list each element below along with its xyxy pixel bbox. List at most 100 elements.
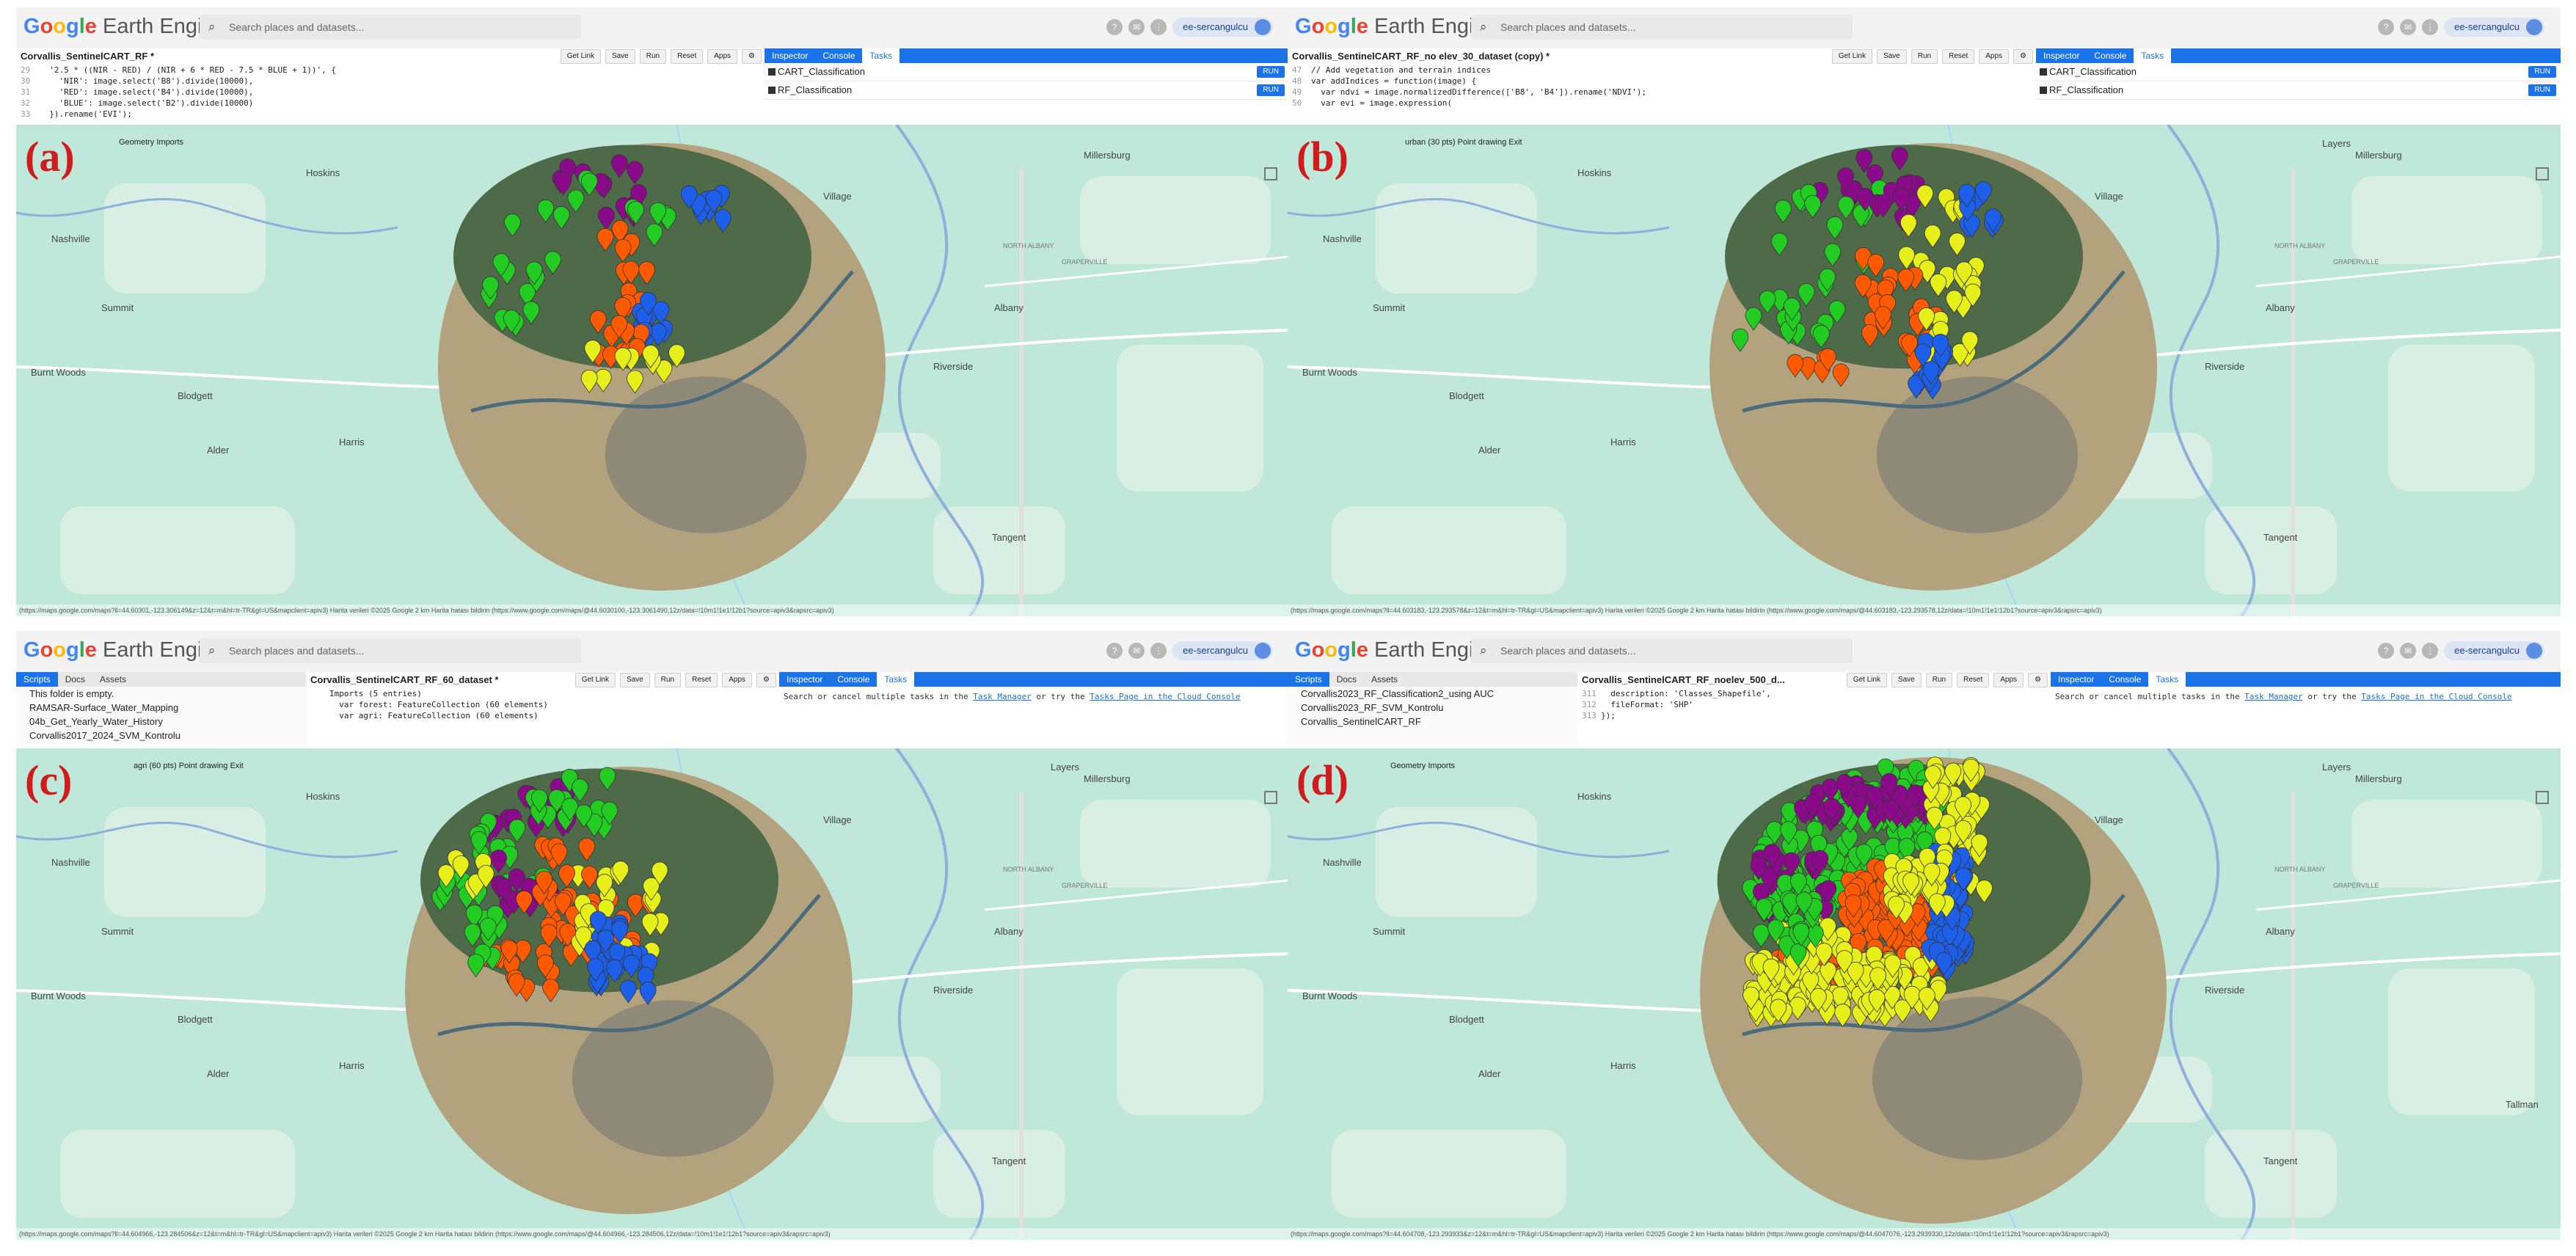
- tab-assets[interactable]: Assets: [100, 674, 127, 684]
- save-button[interactable]: Save: [1876, 49, 1907, 64]
- script-file-item[interactable]: 04b_Get_Yearly_Water_History: [29, 716, 163, 727]
- code-line[interactable]: 313});: [1577, 710, 2051, 721]
- apps-button[interactable]: Apps: [1993, 673, 2024, 687]
- help-icon[interactable]: ?: [1106, 19, 1123, 35]
- settings-gear-icon[interactable]: ⚙: [2013, 49, 2033, 64]
- feedback-icon[interactable]: ✉: [1128, 19, 1145, 35]
- tab-docs[interactable]: Docs: [65, 674, 86, 684]
- script-file-item[interactable]: Corvallis2017_2024_SVM_Kontrolu: [29, 730, 180, 741]
- map-attribution[interactable]: (https://maps.google.com/maps?ll=44.6047…: [1288, 1228, 2561, 1240]
- drawing-tools[interactable]: Geometry Imports: [119, 138, 184, 147]
- drawing-tools[interactable]: agri (60 pts) Point drawing Exit: [134, 762, 244, 770]
- user-account-button[interactable]: ee-sercangulcu: [1172, 641, 1273, 660]
- apps-button[interactable]: Apps: [707, 49, 738, 64]
- get-link-button[interactable]: Get Link: [1846, 673, 1887, 687]
- apps-grid-icon[interactable]: ⋮: [2422, 643, 2439, 659]
- help-icon[interactable]: ?: [2378, 19, 2395, 35]
- task-manager-link[interactable]: Task Manager: [973, 692, 1032, 701]
- get-link-button[interactable]: Get Link: [574, 673, 616, 687]
- map-view[interactable]: Hoskins Nashville Summit Burnt Woods Blodget…: [16, 125, 1289, 616]
- script-file-item[interactable]: Corvallis2023_RF_SVM_Kontrolu: [1301, 702, 1444, 713]
- task-run-button[interactable]: RUN: [2528, 66, 2556, 78]
- run-button[interactable]: Run: [654, 673, 682, 687]
- code-line[interactable]: 49 var ndvi = image.normalizedDifference…: [1288, 87, 2036, 98]
- user-account-button[interactable]: ee-sercangulcu: [2444, 18, 2544, 37]
- get-link-button[interactable]: Get Link: [560, 49, 601, 64]
- code-line[interactable]: 33 }).rename('EVI');: [16, 109, 765, 120]
- cloud-console-link[interactable]: Tasks Page in the Cloud Console: [1090, 692, 1241, 701]
- tab-tasks[interactable]: Tasks: [2134, 48, 2172, 63]
- tab-inspector[interactable]: Inspector: [772, 51, 809, 61]
- tab-tasks[interactable]: Tasks: [862, 48, 900, 63]
- earth-engine-logo[interactable]: Google Earth Engine: [1295, 638, 1497, 662]
- tab-docs[interactable]: Docs: [1336, 674, 1357, 684]
- tab-tasks[interactable]: Tasks: [2148, 672, 2186, 687]
- settings-gear-icon[interactable]: ⚙: [2028, 673, 2048, 687]
- tab-console[interactable]: Console: [2109, 674, 2142, 684]
- code-line[interactable]: var agri: FeatureCollection (60 elements…: [306, 710, 779, 721]
- settings-gear-icon[interactable]: ⚙: [756, 673, 776, 687]
- earth-engine-logo[interactable]: Google Earth Engine: [23, 638, 226, 662]
- apps-grid-icon[interactable]: ⋮: [1150, 19, 1167, 35]
- code-line[interactable]: var forest: FeatureCollection (60 elemen…: [306, 699, 779, 710]
- settings-gear-icon[interactable]: ⚙: [742, 49, 762, 64]
- code-line[interactable]: 47 // Add vegetation and terrain indices: [1288, 65, 2036, 76]
- fullscreen-icon[interactable]: [2536, 791, 2549, 804]
- tab-inspector[interactable]: Inspector: [2058, 674, 2095, 684]
- map-attribution[interactable]: (https://maps.google.com/maps?ll=44.6030…: [16, 605, 1289, 616]
- fullscreen-icon[interactable]: [1264, 167, 1277, 180]
- tab-scripts[interactable]: Scripts: [16, 672, 58, 687]
- drawing-tools[interactable]: Geometry Imports: [1390, 762, 1456, 770]
- script-file-item[interactable]: Corvallis2023_RF_Classification2_using A…: [1301, 688, 1495, 699]
- feedback-icon[interactable]: ✉: [2400, 19, 2417, 35]
- tab-assets[interactable]: Assets: [1371, 674, 1398, 684]
- cloud-console-link[interactable]: Tasks Page in the Cloud Console: [2361, 692, 2512, 701]
- run-button[interactable]: Run: [639, 49, 667, 64]
- map-attribution[interactable]: (https://maps.google.com/maps?ll=44.6031…: [1288, 605, 2561, 616]
- map-view[interactable]: Hoskins Nashville Summit Burnt Woods Blodget…: [16, 748, 1289, 1240]
- search-box[interactable]: ⌕ Search places and datasets...: [1471, 638, 1853, 663]
- tab-console[interactable]: Console: [822, 51, 855, 61]
- code-line[interactable]: 30 'NIR': image.select('B8').divide(1000…: [16, 76, 765, 87]
- task-run-button[interactable]: RUN: [1257, 66, 1285, 78]
- feedback-icon[interactable]: ✉: [1128, 643, 1145, 659]
- reset-button[interactable]: Reset: [1957, 673, 1990, 687]
- drawing-tools[interactable]: urban (30 pts) Point drawing Exit: [1405, 138, 1522, 147]
- feedback-icon[interactable]: ✉: [2400, 643, 2417, 659]
- map-view[interactable]: Hoskins Nashville Summit Burnt Woods Blodget…: [1288, 748, 2561, 1240]
- run-button[interactable]: Run: [1911, 49, 1938, 64]
- reset-button[interactable]: Reset: [671, 49, 704, 64]
- task-run-button[interactable]: RUN: [1257, 84, 1285, 96]
- code-line[interactable]: 312 fileFormat: 'SHP': [1577, 699, 2051, 710]
- run-button[interactable]: Run: [1925, 673, 1953, 687]
- script-file-item[interactable]: Corvallis_SentinelCART_RF: [1301, 716, 1421, 727]
- help-icon[interactable]: ?: [2378, 643, 2395, 659]
- code-line[interactable]: 31 'RED': image.select('B4').divide(1000…: [16, 87, 765, 98]
- task-manager-link[interactable]: Task Manager: [2244, 692, 2303, 701]
- save-button[interactable]: Save: [605, 49, 635, 64]
- script-file-item[interactable]: This folder is empty.: [29, 688, 114, 699]
- tab-console[interactable]: Console: [837, 674, 870, 684]
- reset-button[interactable]: Reset: [685, 673, 718, 687]
- user-account-button[interactable]: ee-sercangulcu: [1172, 18, 1273, 37]
- reset-button[interactable]: Reset: [1942, 49, 1975, 64]
- map-attribution[interactable]: (https://maps.google.com/maps?ll=44.6049…: [16, 1228, 1289, 1240]
- map-view[interactable]: Hoskins Nashville Summit Burnt Woods Blodget…: [1288, 125, 2561, 616]
- fullscreen-icon[interactable]: [1264, 791, 1277, 804]
- code-line[interactable]: 48 var addIndices = function(image) {: [1288, 76, 2036, 87]
- tab-scripts[interactable]: Scripts: [1288, 672, 1329, 687]
- script-file-item[interactable]: RAMSAR-Surface_Water_Mapping: [29, 702, 179, 713]
- apps-button[interactable]: Apps: [1979, 49, 2010, 64]
- apps-grid-icon[interactable]: ⋮: [2422, 19, 2439, 35]
- code-line[interactable]: 311 description: 'Classes_Shapefile',: [1577, 688, 2051, 699]
- help-icon[interactable]: ?: [1106, 643, 1123, 659]
- search-box[interactable]: ⌕ Search places and datasets...: [200, 638, 581, 663]
- task-run-button[interactable]: RUN: [2528, 84, 2556, 96]
- earth-engine-logo[interactable]: Google Earth Engine: [1295, 15, 1497, 39]
- save-button[interactable]: Save: [619, 673, 650, 687]
- tab-inspector[interactable]: Inspector: [787, 674, 823, 684]
- tab-console[interactable]: Console: [2094, 51, 2127, 61]
- fullscreen-icon[interactable]: [2536, 167, 2549, 180]
- search-box[interactable]: ⌕ Search places and datasets...: [200, 15, 581, 40]
- code-line[interactable]: 50 var evi = image.expression(: [1288, 98, 2036, 109]
